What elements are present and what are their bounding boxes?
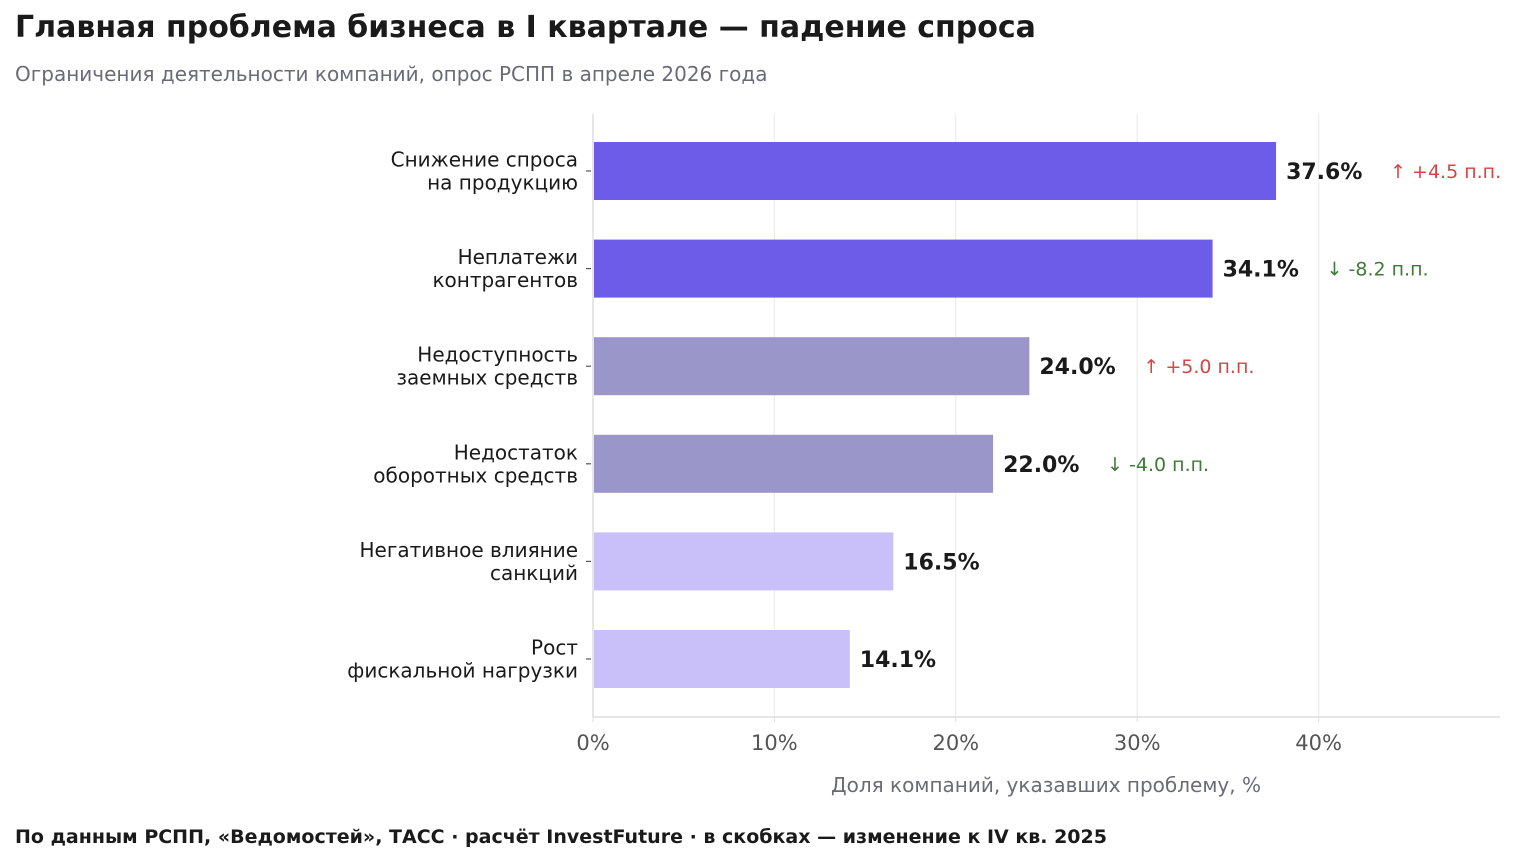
- axis-layer: 0% 10% 20% 30% 40% Доля компаний, указавших п…: [576, 114, 1500, 797]
- category-label: контрагентов: [432, 268, 578, 292]
- bar: [594, 337, 1030, 396]
- x-axis-label: Доля компаний, указавших проблему, %: [831, 773, 1261, 797]
- category-label: Неплатежи: [458, 245, 578, 269]
- chart-title: Главная проблема бизнеса в I квартале — …: [15, 10, 1036, 45]
- x-tick-label: 30%: [1114, 731, 1161, 755]
- change-label: ↓ -8.2 п.п.: [1327, 259, 1429, 281]
- bar: [594, 630, 850, 688]
- x-tick-label: 40%: [1295, 731, 1342, 755]
- value-label: 14.1%: [860, 648, 936, 673]
- x-tick-label: 20%: [932, 731, 979, 755]
- value-label: 22.0%: [1003, 453, 1079, 478]
- change-label: ↑ +5.0 п.п.: [1143, 356, 1254, 378]
- bar: [594, 532, 894, 591]
- category-label: оборотных средств: [373, 463, 578, 487]
- category-label: Недостаток: [454, 440, 578, 464]
- change-label: ↑ +4.5 п.п.: [1390, 161, 1501, 183]
- category-label: заемных средств: [396, 366, 578, 390]
- value-label: 16.5%: [903, 550, 979, 575]
- category-label: Рост: [531, 636, 578, 660]
- category-label: Недоступность: [417, 343, 578, 367]
- x-tick-label: 0%: [576, 731, 609, 755]
- bar: [594, 142, 1277, 200]
- change-label: ↓ -4.0 п.п.: [1107, 454, 1209, 476]
- category-label: санкций: [490, 561, 578, 585]
- category-label: Снижение спроса: [391, 148, 578, 172]
- chart-footer-source: По данным РСПП, «Ведомостей», ТАСС · рас…: [15, 826, 1107, 848]
- bar: [594, 239, 1213, 298]
- category-label: Негативное влияние: [360, 538, 579, 562]
- value-label: 37.6%: [1286, 160, 1362, 185]
- x-tick-label: 10%: [751, 731, 798, 755]
- bar: [594, 434, 994, 493]
- category-label: на продукцию: [427, 171, 578, 195]
- value-label: 34.1%: [1223, 258, 1299, 283]
- bars-layer: [594, 142, 1277, 688]
- value-label: 24.0%: [1039, 355, 1115, 380]
- grid-layer: [773, 114, 1320, 717]
- category-label: фискальной нагрузки: [347, 659, 578, 683]
- chart-subtitle: Ограничения деятельности компаний, опрос…: [15, 62, 768, 86]
